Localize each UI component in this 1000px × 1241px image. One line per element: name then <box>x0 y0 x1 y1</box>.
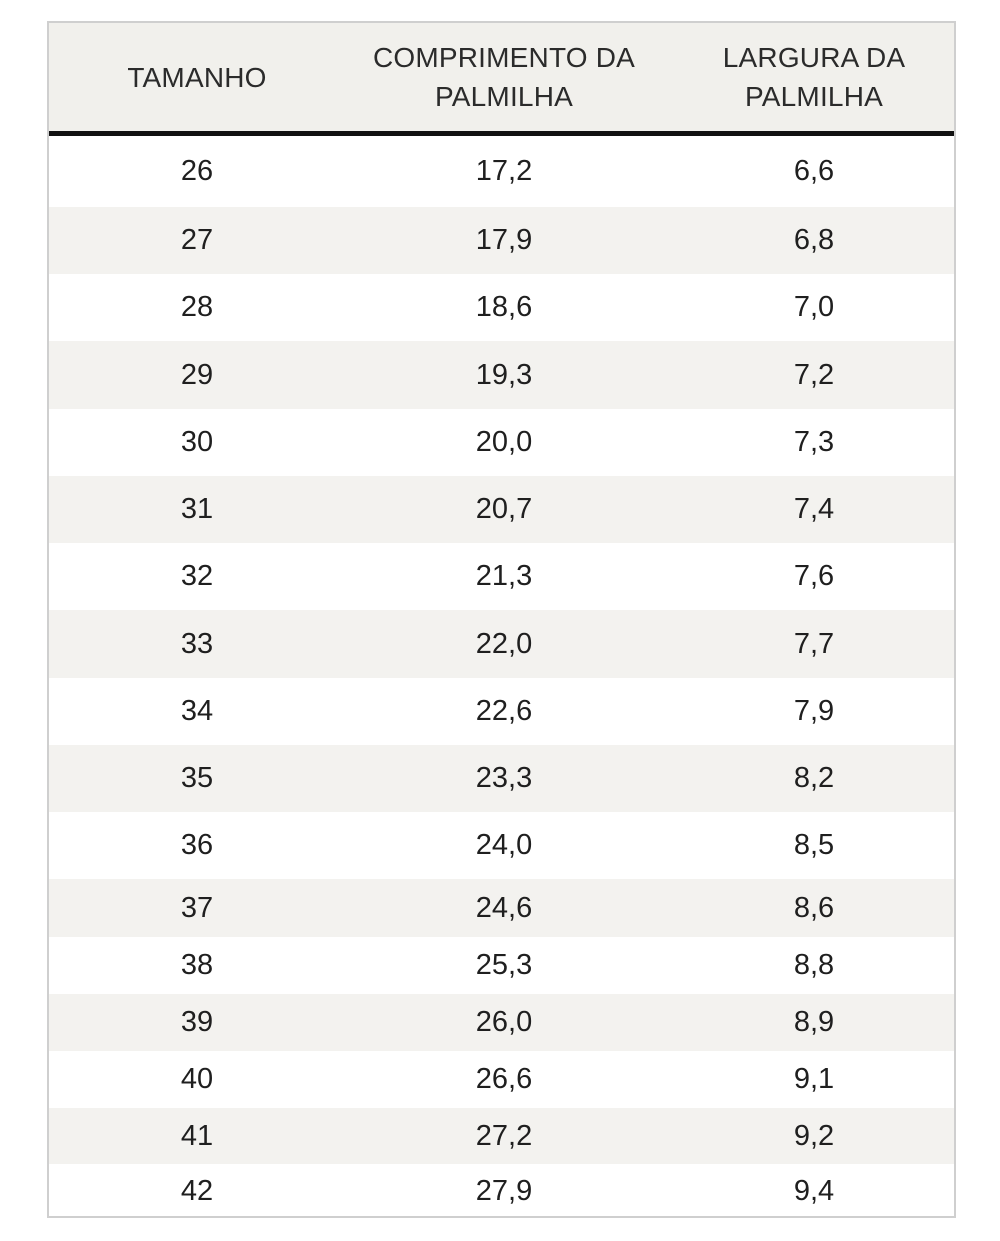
table-row: 39 26,0 8,9 <box>49 994 954 1051</box>
cell-tamanho: 27 <box>180 224 214 256</box>
cell-comprimento: 22,0 <box>475 627 533 660</box>
cell-largura: 8,9 <box>793 1006 835 1038</box>
cell-tamanho: 40 <box>180 1063 214 1095</box>
cell-largura: 7,7 <box>793 627 835 660</box>
table-row: 40 26,6 9,1 <box>49 1051 954 1108</box>
cell-comprimento: 23,3 <box>475 762 533 794</box>
table-row: 30 20,0 7,3 <box>49 409 954 476</box>
cell-tamanho: 38 <box>180 949 214 981</box>
table-row: 38 25,3 8,8 <box>49 937 954 994</box>
cell-comprimento: 17,2 <box>475 155 533 187</box>
cell-comprimento: 18,6 <box>475 291 533 323</box>
cell-largura: 8,6 <box>793 891 835 924</box>
cell-largura: 9,1 <box>793 1063 835 1095</box>
cell-comprimento: 26,6 <box>475 1063 533 1095</box>
cell-tamanho: 36 <box>180 829 214 861</box>
table-row: 41 27,2 9,2 <box>49 1108 954 1164</box>
cell-comprimento: 26,0 <box>475 1006 533 1038</box>
table-row: 37 24,6 8,6 <box>49 879 954 937</box>
table-row: 31 20,7 7,4 <box>49 476 954 543</box>
table-row: 35 23,3 8,2 <box>49 745 954 812</box>
table-row: 28 18,6 7,0 <box>49 274 954 341</box>
cell-largura: 6,8 <box>793 224 835 256</box>
cell-largura: 7,0 <box>793 291 835 323</box>
cell-largura: 9,2 <box>793 1119 835 1152</box>
cell-tamanho: 39 <box>180 1006 214 1038</box>
cell-tamanho: 28 <box>180 291 214 323</box>
table-row: 32 21,3 7,6 <box>49 543 954 610</box>
table-row: 26 17,2 6,6 <box>49 136 954 207</box>
cell-tamanho: 31 <box>180 493 214 525</box>
cell-tamanho: 42 <box>180 1174 214 1207</box>
cell-comprimento: 19,3 <box>475 358 533 391</box>
cell-tamanho: 35 <box>180 762 214 794</box>
cell-comprimento: 20,0 <box>475 426 533 458</box>
header-tamanho: TAMANHO <box>127 61 267 93</box>
cell-tamanho: 29 <box>180 358 214 391</box>
cell-largura: 7,2 <box>793 358 835 391</box>
cell-tamanho: 34 <box>180 695 214 727</box>
cell-largura: 7,4 <box>793 493 835 525</box>
cell-largura: 7,9 <box>793 695 835 727</box>
table-row: 42 27,9 9,4 <box>49 1164 954 1218</box>
cell-largura: 7,6 <box>793 560 835 592</box>
cell-largura: 8,2 <box>793 762 835 794</box>
cell-comprimento: 24,0 <box>475 829 533 861</box>
header-largura: LARGURA DA PALMILHA <box>722 42 906 112</box>
cell-largura: 8,8 <box>793 949 835 981</box>
cell-largura: 8,5 <box>793 829 835 861</box>
table-row: 33 22,0 7,7 <box>49 610 954 678</box>
cell-comprimento: 22,6 <box>475 695 533 727</box>
table-row: 29 19,3 7,2 <box>49 341 954 409</box>
size-table: TAMANHO COMPRIMENTO DA PALMILHA LARGURA … <box>47 21 956 1218</box>
cell-largura: 7,3 <box>793 426 835 458</box>
cell-comprimento: 24,6 <box>475 891 533 924</box>
cell-comprimento: 21,3 <box>475 560 533 592</box>
cell-tamanho: 30 <box>180 426 214 458</box>
table-row: 34 22,6 7,9 <box>49 678 954 745</box>
cell-largura: 6,6 <box>793 155 835 187</box>
cell-tamanho: 32 <box>180 560 214 592</box>
cell-comprimento: 17,9 <box>475 224 533 256</box>
table-row: 36 24,0 8,5 <box>49 812 954 879</box>
cell-comprimento: 25,3 <box>475 949 533 981</box>
cell-tamanho: 37 <box>180 891 214 924</box>
cell-comprimento: 27,9 <box>475 1174 533 1207</box>
cell-tamanho: 41 <box>180 1119 214 1152</box>
header-comprimento: COMPRIMENTO DA PALMILHA <box>372 42 636 112</box>
cell-tamanho: 26 <box>180 155 214 187</box>
table-row: 27 17,9 6,8 <box>49 207 954 274</box>
table-header: TAMANHO COMPRIMENTO DA PALMILHA LARGURA … <box>49 23 954 136</box>
cell-comprimento: 20,7 <box>475 493 533 525</box>
cell-largura: 9,4 <box>793 1174 835 1207</box>
cell-tamanho: 33 <box>180 627 214 660</box>
cell-comprimento: 27,2 <box>475 1119 533 1152</box>
